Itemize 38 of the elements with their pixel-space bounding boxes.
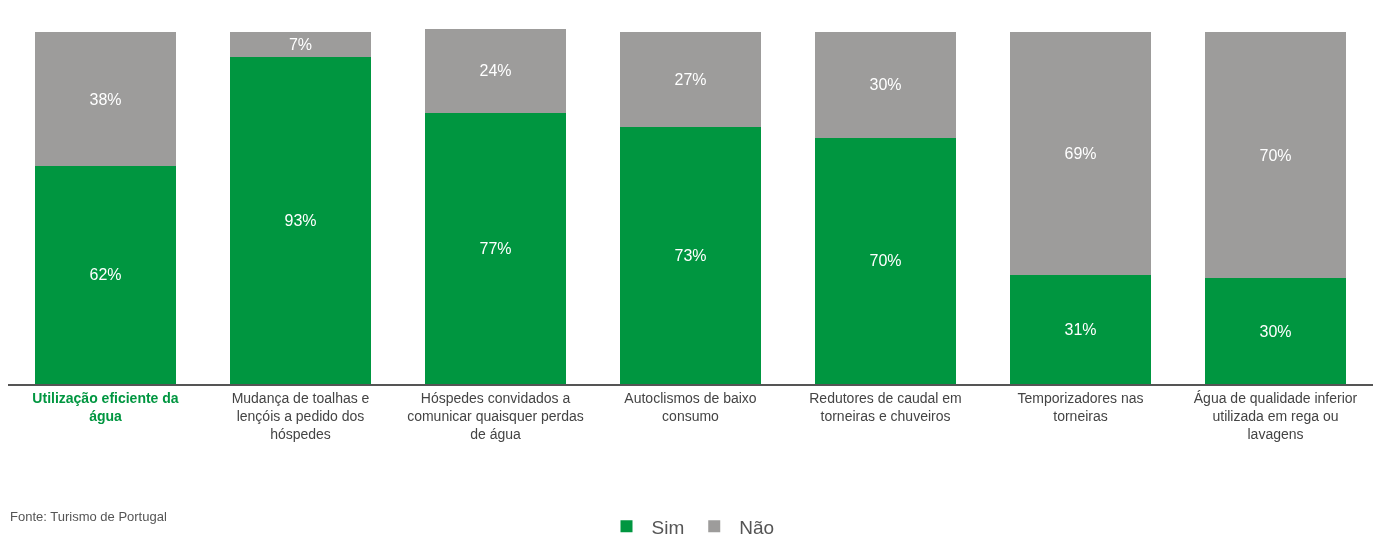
data-label: 7%: [288, 36, 313, 54]
data-label: 69%: [1064, 145, 1097, 163]
bar: [230, 32, 371, 57]
data-label: 27%: [674, 71, 707, 89]
bar: [230, 56, 371, 384]
bar: [1010, 32, 1151, 275]
x-tick-label: Autoclismos de baixo consumo: [624, 389, 757, 424]
x-tick-label: Utilização eficiente da água: [32, 389, 179, 424]
data-label: 30%: [1259, 322, 1292, 340]
x-tick-label: Hóspedes convidados a comunicar quaisquer perdas de água: [407, 389, 584, 442]
bar: [815, 32, 956, 138]
data-label: 70%: [869, 252, 902, 270]
bar: [1010, 274, 1151, 384]
x-tick-label: Redutores de caudal em torneiras e chuveiros: [809, 389, 962, 424]
data-label: 31%: [1064, 320, 1097, 338]
data-label: 30%: [869, 76, 902, 94]
data-label: 62%: [89, 266, 122, 284]
bar: [1205, 32, 1346, 279]
bar: [815, 137, 956, 384]
source-note: Fonte: Turismo de Portugal: [10, 509, 167, 524]
x-tick-label: Água de qualidade inferior utilizada em rega ou lavagens: [1193, 389, 1358, 442]
bar: [425, 113, 566, 384]
data-label: 24%: [479, 62, 512, 80]
data-label: 38%: [89, 90, 122, 108]
data-label: 73%: [674, 247, 707, 265]
legend-label: Sim: [651, 516, 685, 538]
bar: [620, 127, 761, 384]
data-label: 70%: [1259, 146, 1292, 164]
legend-label: Não: [739, 516, 775, 538]
data-label: 77%: [479, 240, 512, 258]
x-tick-label: Mudança de toalhas e lençóis a pedido dos hóspedes: [231, 389, 370, 442]
bar: [620, 32, 761, 128]
data-label: 93%: [284, 211, 317, 229]
bar: [35, 165, 176, 384]
x-tick-label: Temporizadores nas torneiras: [1017, 389, 1144, 424]
bar: [35, 32, 176, 166]
bar: [1205, 278, 1346, 384]
bar: [425, 28, 566, 114]
